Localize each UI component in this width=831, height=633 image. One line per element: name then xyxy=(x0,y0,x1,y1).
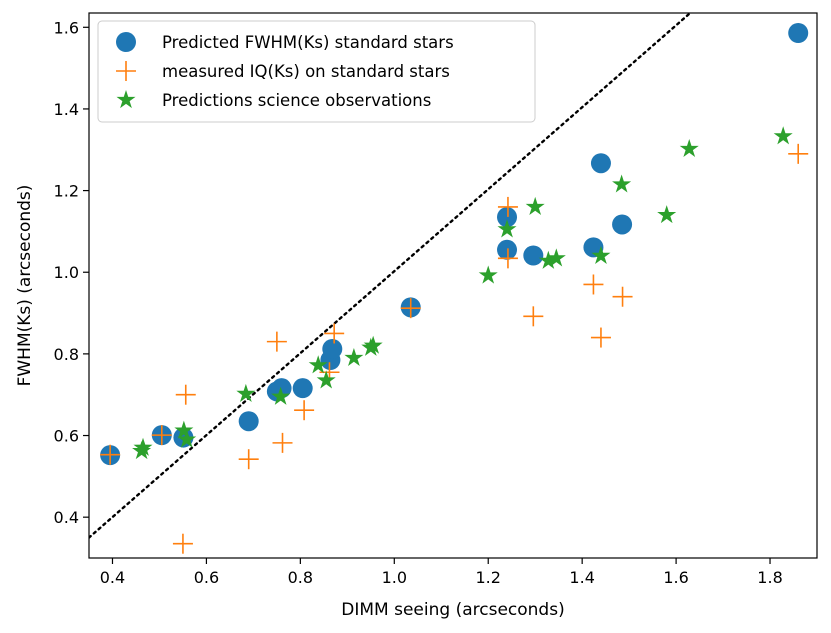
star-point-11 xyxy=(478,265,498,284)
star-point-2 xyxy=(174,420,194,439)
circle-point-14 xyxy=(590,153,611,174)
circle-point-10 xyxy=(497,207,518,228)
circle-point-6 xyxy=(292,378,313,399)
star-point-18 xyxy=(657,205,677,224)
y-tick-label: 0.4 xyxy=(54,508,79,527)
plus-point-10 xyxy=(400,298,421,319)
legend-star-marker xyxy=(116,90,136,109)
star-point-10 xyxy=(363,335,383,354)
plus-point-17 xyxy=(788,143,809,164)
star-point-7 xyxy=(316,370,336,389)
star-point-16 xyxy=(591,245,611,264)
series-star xyxy=(132,126,793,460)
plus-point-4 xyxy=(238,449,259,470)
legend-entry: Predictions science observations xyxy=(116,90,431,110)
legend-label: Predicted FWHM(Ks) standard stars xyxy=(162,33,454,52)
star-point-8 xyxy=(344,347,364,367)
circle-point-11 xyxy=(497,239,518,260)
plus-point-14 xyxy=(583,274,604,295)
legend-entry: measured IQ(Ks) on standard stars xyxy=(116,61,450,81)
circle-point-12 xyxy=(523,245,544,266)
reference-dotted-line xyxy=(89,13,692,539)
legend-label: Predictions science observations xyxy=(162,91,431,110)
x-tick-label: 0.6 xyxy=(194,568,219,587)
circle-point-16 xyxy=(788,23,809,44)
plus-point-2 xyxy=(172,533,193,554)
star-point-4 xyxy=(236,383,256,402)
legend-plus-marker xyxy=(116,61,136,81)
plus-point-13 xyxy=(523,306,544,327)
plus-point-15 xyxy=(590,327,611,348)
legend-label: measured IQ(Ks) on standard stars xyxy=(162,62,450,81)
star-point-6 xyxy=(308,355,328,374)
x-tick-label: 0.4 xyxy=(100,568,125,587)
plus-point-11 xyxy=(497,196,518,217)
x-tick-label: 1.8 xyxy=(757,568,782,587)
plus-point-16 xyxy=(612,286,633,307)
circle-point-15 xyxy=(612,214,633,235)
x-axis-label: DIMM seeing (arcseconds) xyxy=(341,600,564,620)
legend-circle-marker xyxy=(116,32,136,52)
star-point-13 xyxy=(525,196,545,215)
plus-point-5 xyxy=(266,331,287,352)
y-axis-ticks: 0.4 0.6 0.8 1.0 1.2 1.4 1.6 xyxy=(54,18,89,527)
x-tick-label: 1.4 xyxy=(569,568,594,587)
data-markers-layer xyxy=(100,23,809,554)
star-point-5 xyxy=(271,386,291,405)
circle-point-3 xyxy=(238,411,259,432)
reference-line-layer xyxy=(89,13,692,539)
x-tick-label: 0.8 xyxy=(288,568,313,587)
plus-point-1 xyxy=(151,425,172,446)
plus-point-3 xyxy=(175,384,196,405)
plus-point-0 xyxy=(100,444,121,465)
star-point-20 xyxy=(773,126,793,145)
legend-box xyxy=(97,20,536,123)
y-tick-label: 1.6 xyxy=(54,18,79,37)
series-plus xyxy=(100,143,809,554)
legend: Predicted FWHM(Ks) standard stars measure… xyxy=(97,20,536,123)
x-tick-label: 1.0 xyxy=(382,568,407,587)
x-axis-ticks: 0.4 0.6 0.8 1.0 1.2 1.4 1.6 1.8 xyxy=(100,558,783,587)
series-circle xyxy=(100,23,809,466)
y-tick-label: 1.0 xyxy=(54,263,79,282)
star-point-19 xyxy=(679,138,699,158)
star-point-1 xyxy=(133,437,153,456)
star-point-15 xyxy=(546,248,566,267)
star-point-12 xyxy=(497,219,517,238)
plus-point-9 xyxy=(324,323,345,344)
plot-frame xyxy=(88,12,818,559)
circle-point-5 xyxy=(271,378,292,399)
plus-point-7 xyxy=(294,400,315,421)
star-point-17 xyxy=(612,174,632,193)
star-point-3 xyxy=(177,429,197,448)
plus-point-12 xyxy=(497,248,518,269)
circle-point-13 xyxy=(583,237,604,258)
circle-point-8 xyxy=(322,338,343,359)
x-tick-label: 1.6 xyxy=(663,568,688,587)
y-tick-label: 1.4 xyxy=(54,100,79,119)
y-tick-label: 0.6 xyxy=(54,427,79,446)
y-tick-label: 0.8 xyxy=(54,345,79,364)
legend-entry: Predicted FWHM(Ks) standard stars xyxy=(116,32,454,52)
y-tick-label: 1.2 xyxy=(54,182,79,201)
plus-point-6 xyxy=(272,432,293,453)
star-point-14 xyxy=(538,250,558,269)
y-axis-label: FWHM(Ks) (arcseconds) xyxy=(15,185,35,387)
x-tick-label: 1.2 xyxy=(475,568,500,587)
